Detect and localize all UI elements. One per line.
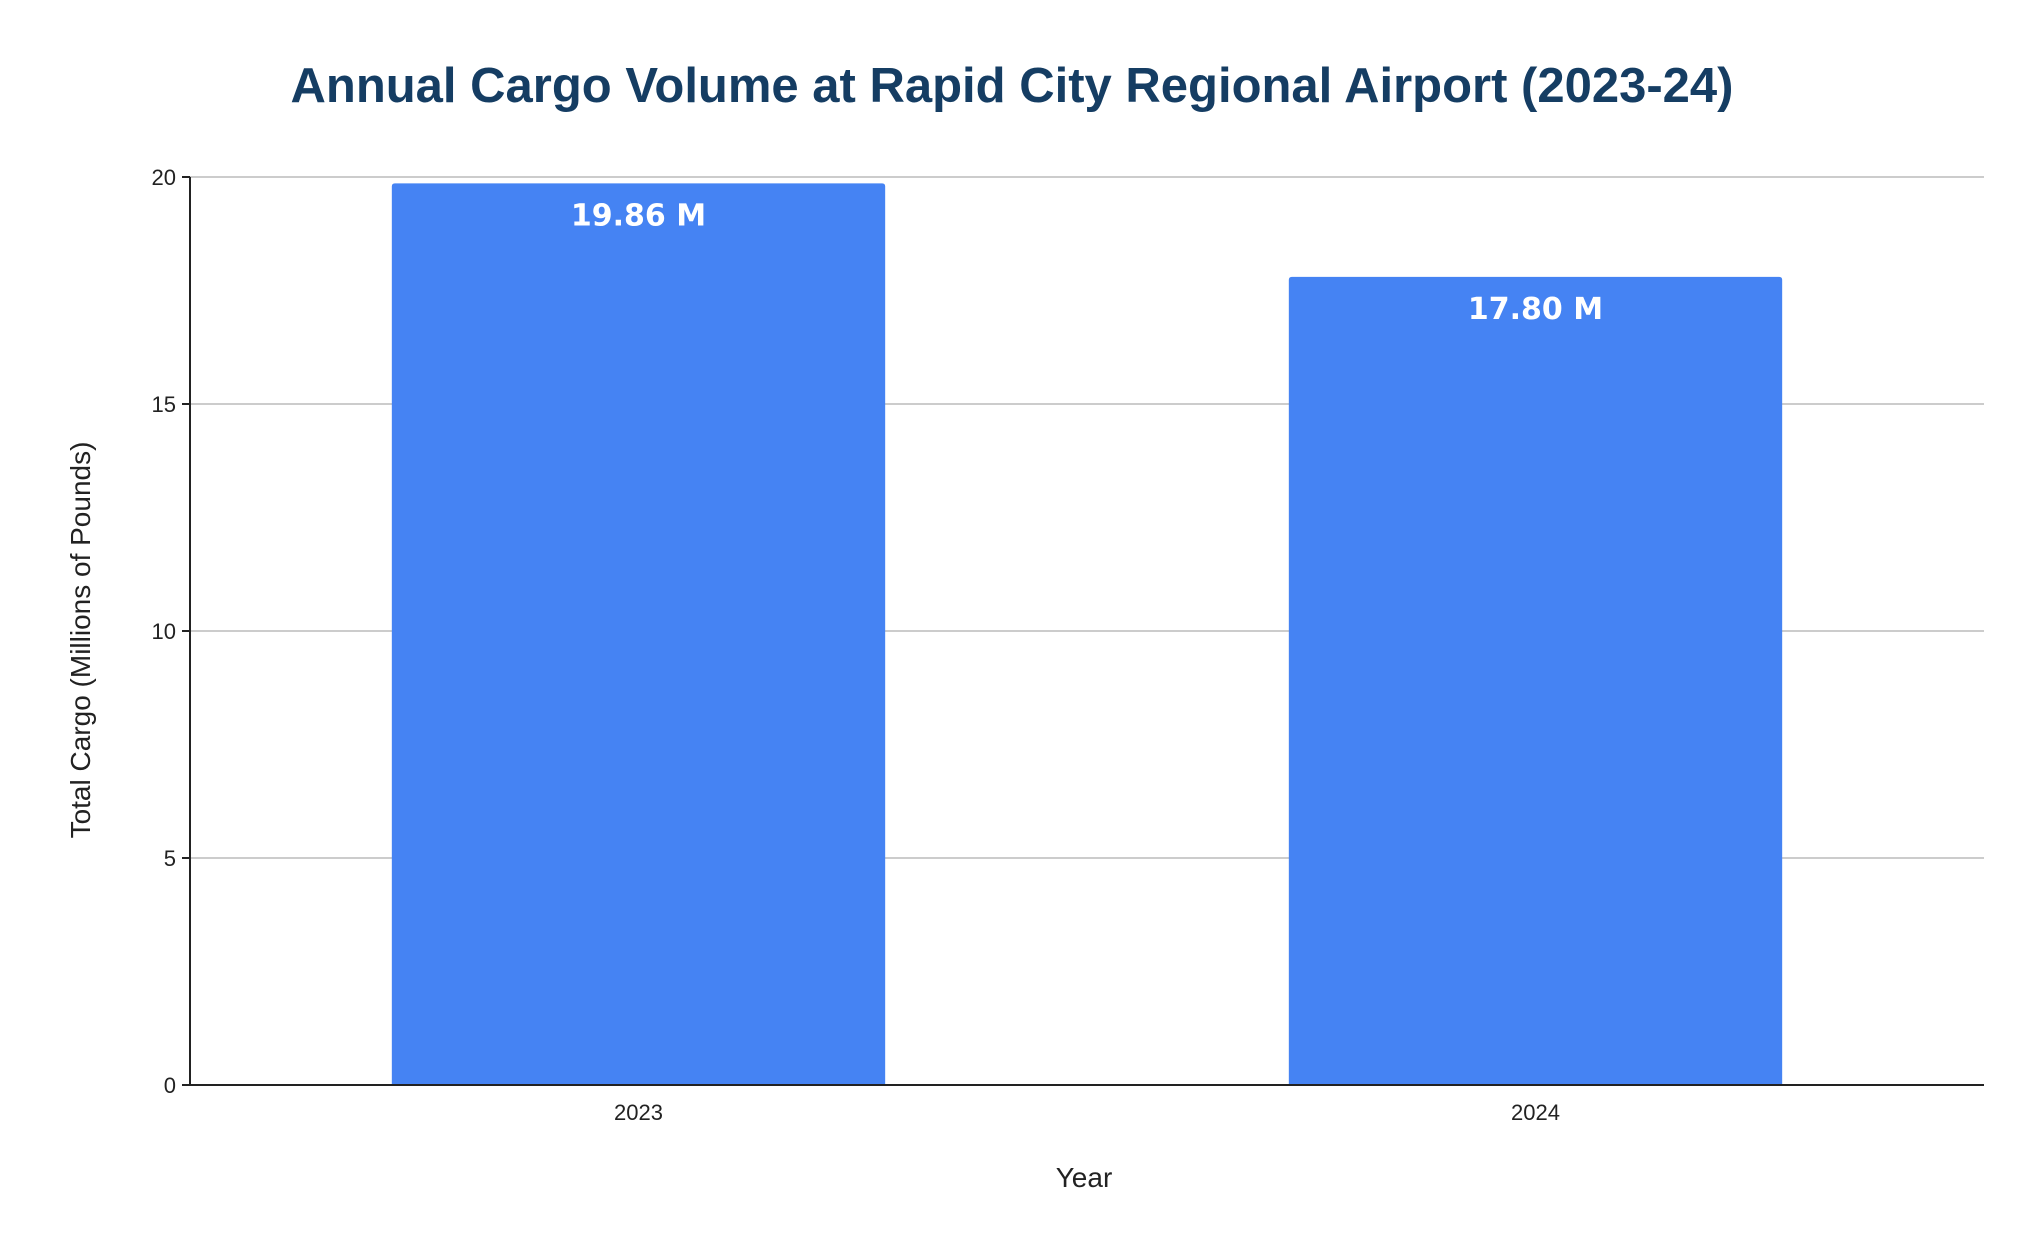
x-tick-label-2023: 2023: [614, 1100, 663, 1125]
y-tick-label: 20: [152, 165, 176, 190]
y-tick-label: 0: [164, 1073, 176, 1098]
labels: 0 5 10 15 20 19.86 M 2023 17.80 M 2024: [152, 165, 1604, 1125]
y-tick-label: 5: [164, 846, 176, 871]
chart-title: Annual Cargo Volume at Rapid City Region…: [290, 59, 1734, 113]
data-label-2024: 17.80 M: [1468, 292, 1603, 327]
bars: [391, 183, 1783, 1085]
axes: [182, 176, 1984, 1086]
bar-2024: [1288, 276, 1783, 1085]
x-axis-title: Year: [1056, 1162, 1113, 1193]
data-label-2023: 19.86 M: [571, 198, 706, 233]
y-tick-label: 15: [152, 392, 176, 417]
y-axis-title: Total Cargo (Millions of Pounds): [65, 442, 96, 839]
x-tick-label-2024: 2024: [1511, 1100, 1560, 1125]
y-tick-label: 10: [152, 619, 176, 644]
bar-2023: [391, 183, 886, 1085]
